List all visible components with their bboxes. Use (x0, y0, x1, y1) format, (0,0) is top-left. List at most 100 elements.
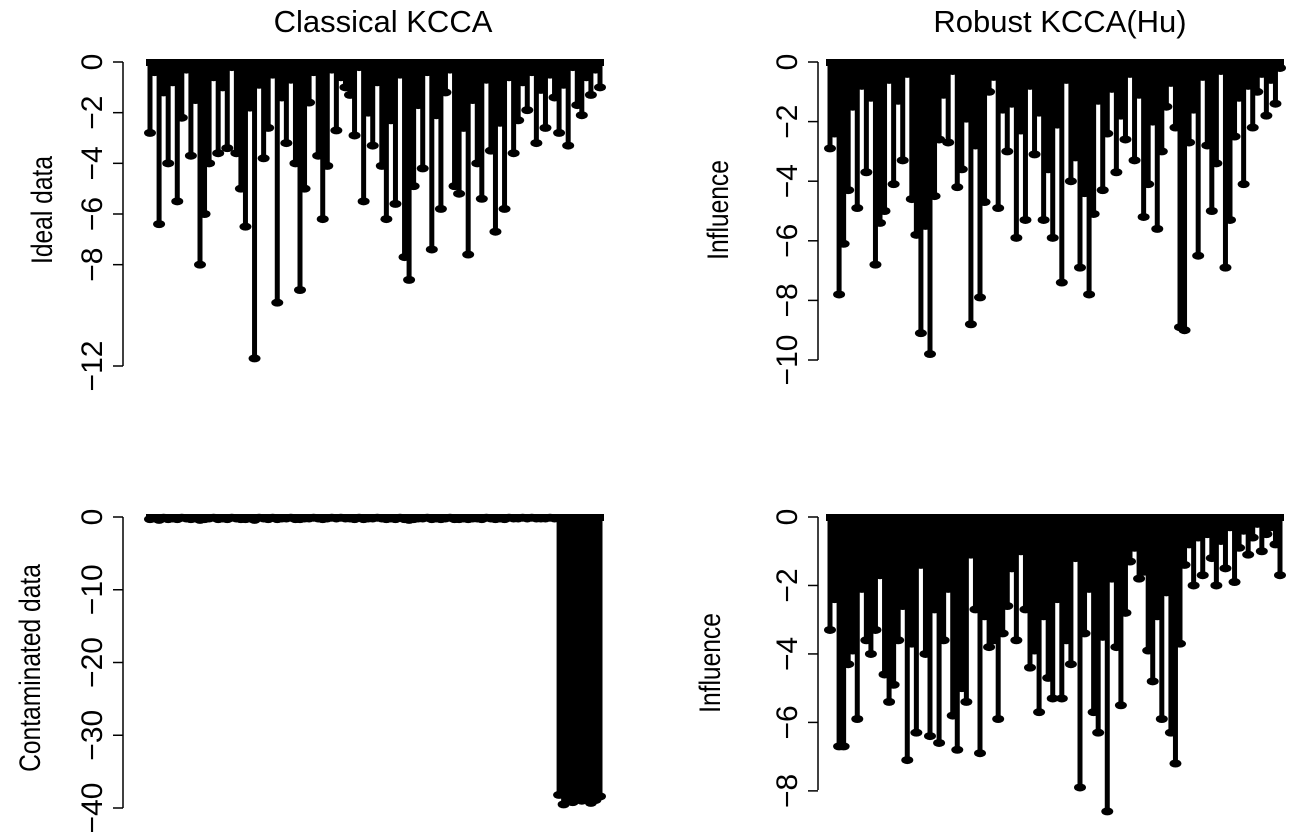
bar-end-point (416, 164, 429, 173)
y-tick-label: 0 (76, 54, 109, 71)
bar-end-point (924, 350, 936, 359)
bar-end-point (380, 215, 393, 224)
bar-end-point (1151, 224, 1164, 233)
bar-marks (144, 513, 606, 809)
bar-end-point (1224, 215, 1236, 224)
bar-end-point (316, 215, 329, 224)
bar-end-point (878, 207, 891, 215)
y-tick-label: −6 (771, 224, 804, 258)
bar-end-point (1219, 263, 1232, 272)
y-axis-label: Influence (693, 613, 727, 713)
bar-end-point (425, 245, 438, 254)
bar-end-point (330, 126, 343, 135)
panel-robust-contaminated: Influence 0 −2 −4 −6 −8 (693, 509, 1286, 816)
bar-end-point (1187, 581, 1200, 590)
y-tick-label: −2 (771, 104, 804, 138)
bar-end-point (1010, 233, 1023, 242)
bar-end-point (439, 88, 452, 97)
bar-end-point (1255, 547, 1268, 556)
bar-end-point (1055, 694, 1068, 703)
bar-end-point (1246, 533, 1259, 542)
bar-end-point (1092, 728, 1105, 737)
bar-end-point (1155, 147, 1168, 156)
bar-end-point (1210, 159, 1223, 168)
bar-end-point (960, 697, 973, 706)
bar-end-point (1183, 138, 1196, 147)
bar-end-point (1237, 180, 1250, 189)
bar-end-point (1010, 636, 1023, 645)
bar-end-point (584, 90, 597, 99)
bar-end-point (212, 149, 225, 158)
y-tick-label: 0 (771, 54, 804, 71)
bar-end-point (475, 194, 488, 203)
bar-end-point (1228, 132, 1241, 141)
bar-end-point (842, 186, 855, 195)
bar-end-point (1001, 147, 1014, 156)
bar-end-point (184, 151, 197, 160)
bar-end-point (1133, 574, 1146, 583)
bar-end-point (1142, 180, 1155, 189)
bar-end-point (512, 116, 525, 125)
bar-end-point (262, 123, 275, 132)
bar-end-point (257, 154, 270, 163)
bar-end-point (851, 204, 864, 213)
y-tick-label: −10 (771, 335, 804, 386)
bar-end-point (978, 198, 991, 207)
bar-end-point (1001, 602, 1014, 611)
bar-end-point (1055, 278, 1068, 287)
bar-end-point (348, 131, 361, 140)
bar-end-point (974, 749, 986, 758)
bar-end-point (1146, 677, 1159, 686)
bar-end-point (1260, 111, 1273, 120)
bar-end-point (462, 250, 475, 259)
bar-end-point (389, 199, 402, 208)
bar-end-point (869, 625, 882, 634)
bar-end-point (530, 139, 543, 148)
y-tick-label: −4 (771, 637, 804, 671)
bar-end-point (1174, 639, 1186, 648)
bar-end-point (248, 354, 261, 363)
bar-end-point (1114, 701, 1127, 710)
bar-end-point (1024, 663, 1036, 672)
bar-end-point (887, 680, 900, 689)
y-tick-label: −2 (76, 96, 109, 130)
bar-end-point (1260, 530, 1273, 539)
bar-end-point (303, 98, 316, 107)
bar-end-point (434, 204, 447, 213)
bar-end-point (837, 742, 850, 751)
bar-end-point (1137, 212, 1150, 221)
panel-title: Robust KCCA(Hu) (933, 4, 1186, 39)
bar-end-point (974, 293, 986, 302)
y-ticks: 0 −2 −4 −6 −8 −12 (76, 54, 123, 391)
bar-end-point (1028, 150, 1041, 159)
bar-end-point (1242, 550, 1255, 559)
bar-end-point (171, 197, 184, 206)
bar-end-point (198, 210, 211, 218)
y-tick-label: −2 (771, 568, 804, 602)
panel-classical-ideal: Classical KCCA Ideal data 0 −2 −4 −6 −8 −12 (25, 4, 606, 391)
bar-end-point (221, 144, 234, 153)
bar-end-point (1269, 99, 1282, 108)
bar-end-point (1124, 557, 1136, 566)
bar-end-point (928, 192, 941, 201)
y-axis-label: Contaminated data (13, 563, 47, 771)
bar-end-point (1110, 168, 1123, 177)
bar-end-point (280, 139, 293, 148)
bar-end-point (933, 135, 946, 144)
bar-end-point (951, 745, 964, 754)
y-tick-label: −8 (771, 774, 804, 808)
bar-end-point (1087, 209, 1100, 218)
bar-end-point (824, 144, 836, 153)
y-tick-label: −6 (771, 705, 804, 739)
bar-end-point (901, 756, 914, 765)
bar-end-point (1074, 783, 1086, 792)
y-tick-label: 0 (771, 509, 804, 526)
bar-end-point (824, 625, 836, 634)
bar-end-point (1169, 759, 1182, 768)
bar-end-point (1196, 571, 1209, 580)
bar-end-point (1019, 215, 1032, 224)
bar-end-point (1192, 251, 1205, 260)
y-tick-label: −8 (76, 248, 109, 282)
bar-end-point (842, 660, 855, 669)
